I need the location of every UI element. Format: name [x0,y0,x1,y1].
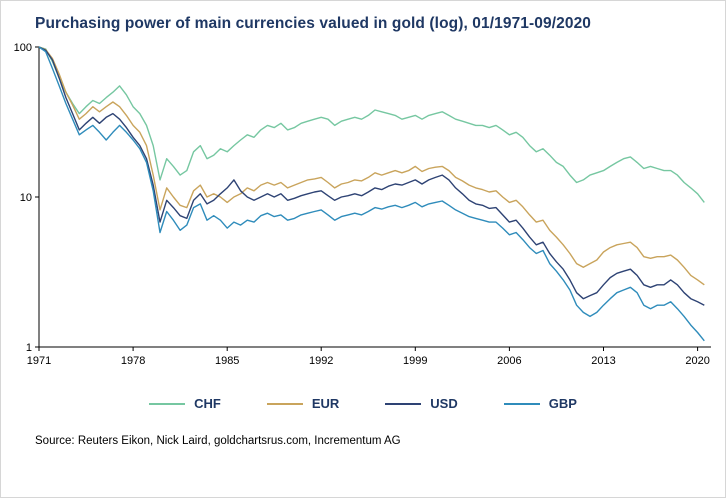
x-tick-label: 1985 [215,355,239,367]
source-text: Source: Reuters Eikon, Nick Laird, goldc… [35,435,401,447]
y-tick-label: 100 [14,42,32,54]
x-tick-label: 2020 [685,355,709,367]
y-tick-label: 10 [20,192,32,204]
legend-item-gbp: GBP [503,396,577,411]
legend-label-eur: EUR [311,396,340,411]
legend-line-eur [266,402,303,405]
legend-line-usd [385,402,422,405]
chart-area: 100 10 1 1971 1978 1985 1992 1999 2006 2013 2020 [7,37,725,382]
series-line-gbp [38,46,705,342]
x-tick-label: 1971 [27,355,51,367]
series-line-chf [38,46,705,203]
legend-label-usd: USD [430,396,458,411]
y-tick-label: 1 [26,342,32,354]
legend: CHF EUR USD GBP [1,396,725,411]
legend-label-chf: CHF [194,396,221,411]
chart-title: Purchasing power of main currencies valu… [35,15,592,32]
legend-item-eur: EUR [266,396,340,411]
x-tick-label: 1978 [121,355,145,367]
x-tick-label: 2013 [591,355,615,367]
x-tick-label: 2006 [497,355,521,367]
series-line-eur [38,46,705,286]
legend-item-usd: USD [385,396,458,411]
x-tick-label: 1992 [309,355,333,367]
legend-item-chf: CHF [149,396,221,411]
x-tick-label: 1999 [403,355,427,367]
legend-label-gbp: GBP [548,396,577,411]
legend-line-chf [149,402,186,405]
series-line-usd [38,46,705,306]
legend-line-gbp [503,402,540,405]
